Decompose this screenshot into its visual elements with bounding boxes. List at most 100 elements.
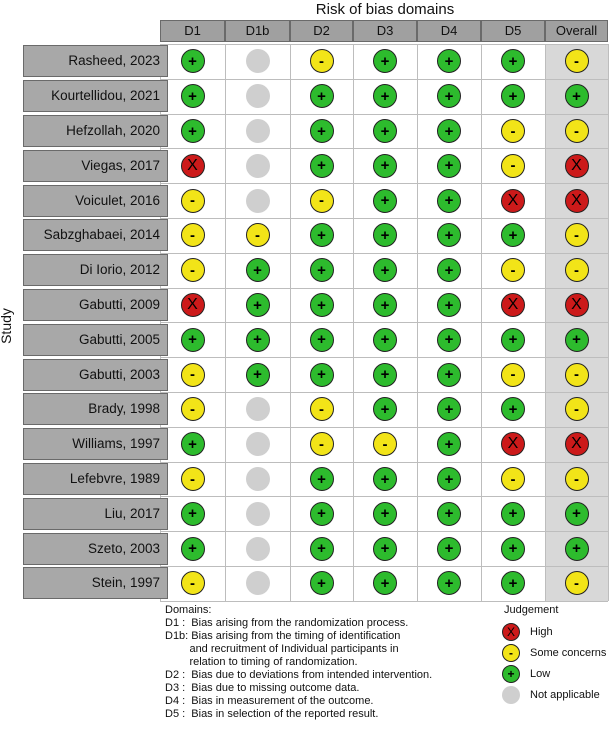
judgement-legend-label: Some concerns (530, 647, 607, 659)
judgement-legend-label: Low (530, 668, 551, 680)
study-label: Rasheed, 2023 (23, 45, 168, 78)
judgement-low-icon: + (501, 327, 525, 352)
judgement-low-icon: + (180, 536, 205, 561)
judgement-high-icon: X (564, 153, 589, 178)
chart-title: Risk of bias domains (315, 1, 455, 18)
grid-hline (160, 392, 608, 393)
judgement-some-icon: - (180, 571, 205, 596)
judgement-na-icon (245, 571, 270, 596)
study-label: Williams, 1997 (23, 428, 168, 461)
judgement-low-icon: + (309, 362, 334, 387)
judgement-low-icon: + (437, 188, 461, 213)
study-label: Liu, 2017 (23, 497, 168, 530)
legend-line: D3 : Bias due to missing outcome data. (165, 682, 360, 694)
judgement-high-icon: X (180, 293, 205, 317)
judgement-na-icon (245, 432, 270, 457)
judgement-low-icon: + (437, 432, 461, 457)
domain-header-d1: D1 (160, 20, 225, 42)
judgement-low-icon: + (309, 293, 334, 317)
judgement-low-icon: + (180, 327, 205, 352)
judgement-na-icon (245, 119, 270, 143)
legend-line: D5 : Bias in selection of the reported r… (165, 708, 379, 720)
judgement-some-icon: - (501, 258, 525, 283)
grid-hline (160, 566, 608, 567)
judgement-low-icon: + (501, 536, 525, 561)
judgement-low-icon: + (373, 258, 397, 283)
judgement-low-icon: + (501, 571, 525, 596)
judgement-some-icon: - (309, 49, 334, 74)
judgement-low-icon: + (309, 119, 334, 143)
judgement-high-icon: X (564, 293, 589, 317)
study-label: Viegas, 2017 (23, 149, 168, 182)
judgement-low-icon: + (245, 258, 270, 283)
judgement-heading: Judgement (504, 604, 559, 616)
judgement-low-icon: + (501, 49, 525, 74)
judgement-legend-item: - Some concerns (502, 644, 606, 662)
judgement-high-icon: X (564, 432, 589, 457)
judgement-low-icon: + (564, 327, 589, 352)
study-label: Sabzghabaei, 2014 (23, 219, 168, 252)
judgement-some-icon: - (564, 467, 589, 491)
judgement-some-icon: - (564, 362, 589, 387)
judgement-low-icon: + (437, 293, 461, 317)
judgement-na-icon (502, 686, 520, 704)
judgement-low-icon: + (373, 223, 397, 248)
judgement-low-icon: + (501, 501, 525, 526)
study-label: Gabutti, 2003 (23, 358, 168, 391)
judgement-some-icon: - (309, 188, 334, 213)
grid-hline (160, 113, 608, 115)
judgement-low-icon: + (437, 362, 461, 387)
grid-hline (160, 496, 608, 498)
judgement-low-icon: + (373, 293, 397, 317)
judgement-high-icon: X (501, 188, 525, 213)
judgement-low-icon: + (373, 501, 397, 526)
judgement-low-icon: + (501, 223, 525, 248)
domain-header-d3: D3 (353, 20, 417, 42)
judgement-low-icon: + (309, 571, 334, 596)
judgement-some-icon: - (309, 432, 334, 457)
judgement-na-icon (245, 188, 270, 213)
judgement-some-icon: - (180, 258, 205, 283)
study-label: Gabutti, 2009 (23, 289, 168, 321)
domains-legend: Domains: D1 : Bias arising from the rand… (165, 604, 432, 721)
legend-line: relation to timing of randomization. (165, 656, 358, 668)
judgement-na-icon (245, 536, 270, 561)
judgement-na-icon (245, 501, 270, 526)
grid-hline (160, 531, 608, 533)
study-label: Brady, 1998 (23, 393, 168, 426)
judgement-low-icon: + (437, 397, 461, 422)
grid-vline (608, 44, 609, 601)
judgement-low-icon: + (437, 223, 461, 248)
judgement-low-icon: + (437, 467, 461, 491)
judgement-low-icon: + (309, 536, 334, 561)
grid-hline (160, 357, 608, 359)
judgement-low-icon: + (180, 84, 205, 109)
judgement-legend-label: High (530, 626, 553, 638)
domain-header-d5: D5 (481, 20, 545, 42)
study-label: Voiculet, 2016 (23, 184, 168, 217)
judgement-high-icon: X (501, 293, 525, 317)
judgement-low-icon: + (309, 223, 334, 248)
domain-header-d1b: D1b (225, 20, 290, 42)
judgement-low-icon: + (180, 432, 205, 457)
grid-hline (160, 78, 608, 80)
judgement-some-icon: - (245, 223, 270, 248)
judgement-na-icon (245, 84, 270, 109)
grid-hline (160, 148, 608, 150)
judgement-some-icon: - (564, 223, 589, 248)
judgement-low-icon: + (309, 258, 334, 283)
judgement-legend-item: + Low (502, 665, 550, 683)
judgement-na-icon (245, 153, 270, 178)
judgement-na-icon (245, 467, 270, 491)
judgement-low-icon: + (437, 258, 461, 283)
judgement-low-icon: + (309, 327, 334, 352)
judgement-low-icon: + (373, 536, 397, 561)
judgement-low-icon: + (437, 327, 461, 352)
judgement-some-icon: - (180, 188, 205, 213)
judgement-some-icon: - (564, 571, 589, 596)
judgement-legend-item: Not applicable (502, 686, 600, 704)
judgement-low-icon: + (564, 536, 589, 561)
judgement-some-icon: - (564, 49, 589, 74)
judgement-low-icon: + (309, 84, 334, 109)
grid-hline (160, 461, 608, 463)
